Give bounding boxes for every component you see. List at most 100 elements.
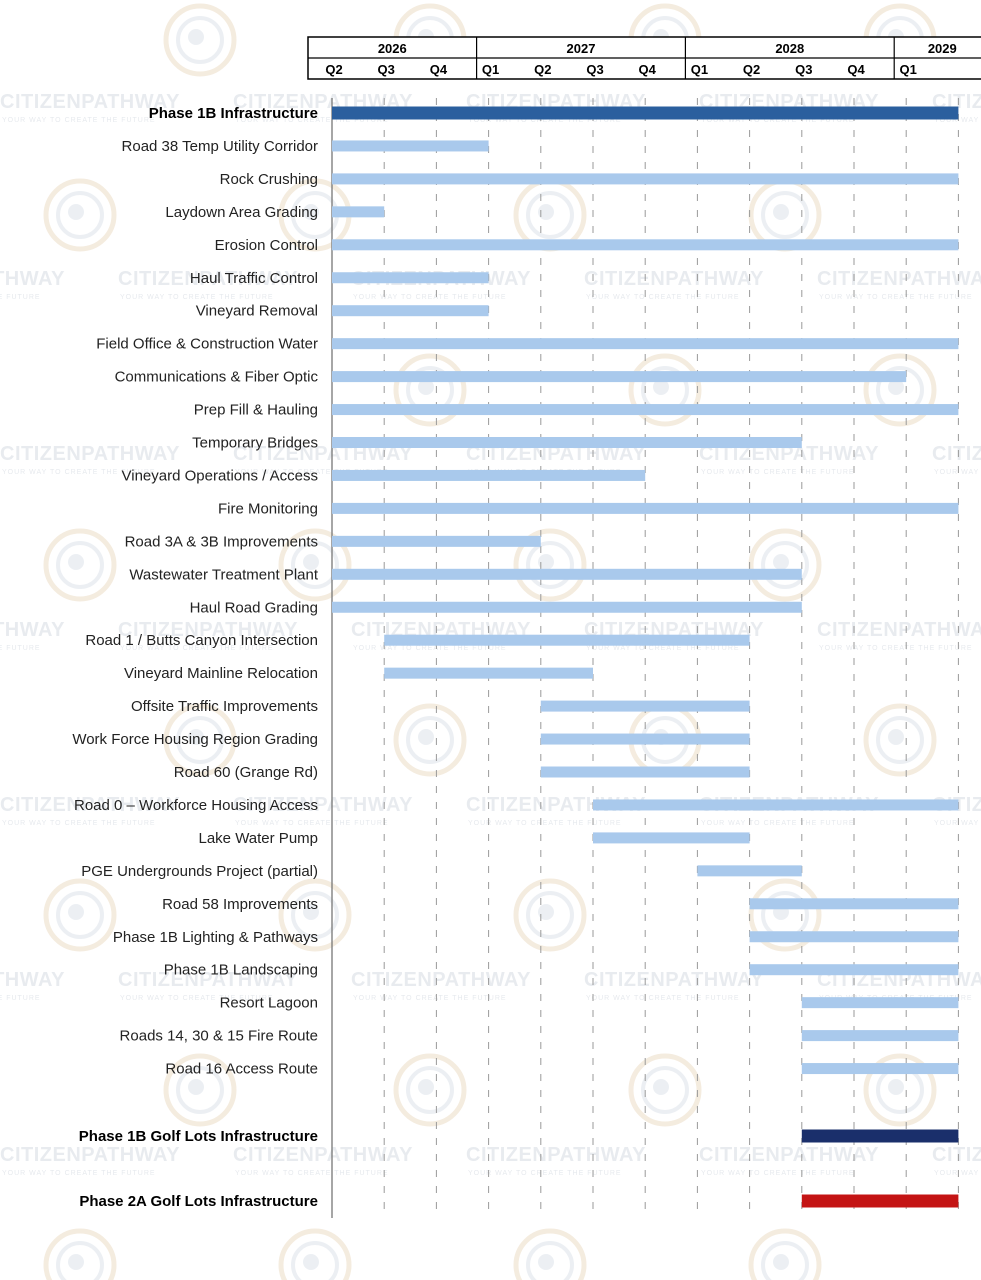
task-label: Prep Fill & Hauling xyxy=(194,402,318,419)
task-label: Road 3A & 3B Improvements xyxy=(125,533,318,550)
task-label: Phase 1B Infrastructure xyxy=(149,105,318,122)
task-label: Rock Crushing xyxy=(220,171,318,188)
year-label: 2026 xyxy=(378,41,407,56)
task-bar xyxy=(332,568,802,580)
watermark-brand: CITIZENPATHWAY xyxy=(118,619,298,641)
task-bar xyxy=(540,700,750,712)
watermark-logo-icon xyxy=(863,703,937,777)
quarter-label: Q2 xyxy=(534,62,551,77)
task-label: Roads 14, 30 & 15 Fire Route xyxy=(120,1028,318,1045)
task-bar xyxy=(332,469,646,481)
grid-layer xyxy=(331,98,959,1218)
watermark-tagline: YOUR WAY TO CREATE THE FUTURE xyxy=(934,1170,981,1177)
watermark-tagline: YOUR WAY TO CREATE THE FUTURE xyxy=(120,995,274,1002)
watermark-tagline: YOUR WAY TO CREATE THE FUTURE xyxy=(353,294,507,301)
watermark-brand: CITIZENPATHWAY xyxy=(817,268,981,290)
task-label: Field Office & Construction Water xyxy=(96,336,318,353)
watermark-logo-icon xyxy=(43,878,117,952)
watermark-tagline: YOUR WAY TO CREATE THE FUTURE xyxy=(468,820,622,827)
watermark-tagline: YOUR WAY TO CREATE THE FUTURE xyxy=(2,820,156,827)
task-label: Road 0 – Workforce Housing Access xyxy=(74,797,318,814)
watermark-brand: CITIZENPATHWAY xyxy=(118,969,298,991)
task-bar xyxy=(749,931,959,943)
quarter-label: Q2 xyxy=(743,62,760,77)
task-label: PGE Undergrounds Project (partial) xyxy=(81,863,318,880)
watermark-tagline: YOUR WAY TO CREATE THE FUTURE xyxy=(701,1170,855,1177)
task-bar xyxy=(332,239,959,251)
watermark-tagline: YOUR WAY TO CREATE THE FUTURE xyxy=(701,820,855,827)
watermark-tagline: YOUR WAY TO CREATE THE FUTURE xyxy=(353,645,507,652)
watermark-logo-icon xyxy=(628,353,702,427)
task-bar xyxy=(332,502,959,514)
watermark-tagline: YOUR WAY TO CREATE THE FUTURE xyxy=(701,117,855,124)
watermark-logo-icon xyxy=(628,1053,702,1127)
task-label: Lake Water Pump xyxy=(199,830,319,847)
watermark-tagline: YOUR WAY TO CREATE THE FUTURE xyxy=(0,294,41,301)
task-bar xyxy=(332,140,489,152)
watermark-tagline: YOUR WAY TO CREATE THE FUTURE xyxy=(0,995,41,1002)
watermark-tagline: YOUR WAY TO CREATE THE FUTURE xyxy=(468,1170,622,1177)
watermark-tagline: YOUR WAY TO CREATE THE FUTURE xyxy=(586,294,740,301)
task-bar xyxy=(801,1063,959,1075)
watermark-brand: CITIZENPATHWAY xyxy=(233,794,413,816)
task-label: Vineyard Removal xyxy=(196,303,318,320)
task-bar xyxy=(593,832,750,844)
watermark-brand: CITIZENPATHWAY xyxy=(584,969,764,991)
task-label: Haul Road Grading xyxy=(190,599,318,616)
task-bar xyxy=(801,1194,959,1208)
task-label: Road 16 Access Route xyxy=(165,1061,318,1078)
watermark-logo-icon xyxy=(393,1053,467,1127)
quarter-label: Q1 xyxy=(900,62,917,77)
watermark-logo-icon xyxy=(863,1053,937,1127)
watermark-logo-icon xyxy=(513,1228,587,1280)
task-label: Vineyard Mainline Relocation xyxy=(124,665,318,682)
watermark-logo-icon xyxy=(43,178,117,252)
watermark-logo-icon xyxy=(278,528,352,602)
watermark-tagline: YOUR WAY TO CREATE THE FUTURE xyxy=(353,995,507,1002)
task-label: Fire Monitoring xyxy=(218,500,318,517)
watermark-brand: CITIZENPATHWAY xyxy=(466,443,646,465)
watermark-brand: CITIZENPATHWAY xyxy=(0,969,65,991)
task-label: Communications & Fiber Optic xyxy=(115,369,319,386)
task-bar xyxy=(749,964,959,976)
watermark-brand: CITIZENPATHWAY xyxy=(233,1144,413,1166)
quarter-label: Q3 xyxy=(795,62,812,77)
task-bar xyxy=(384,667,593,679)
watermark-logo-icon xyxy=(163,703,237,777)
watermark-tagline: YOUR WAY TO CREATE THE FUTURE xyxy=(235,820,389,827)
watermark-brand: CITIZENPATHWAY xyxy=(118,268,298,290)
watermark-logo-icon xyxy=(513,528,587,602)
task-bar xyxy=(332,272,489,284)
task-bar xyxy=(593,799,959,811)
task-bar xyxy=(540,733,750,745)
watermark-brand: CITIZENPATHWAY xyxy=(932,443,981,465)
watermark-brand: CITIZENPATHWAY xyxy=(699,1144,879,1166)
task-bar xyxy=(332,106,959,120)
watermark-layer: CITIZENPATHWAY YOUR WAY TO CREATE THE FUT… xyxy=(0,3,981,1280)
task-label: Road 60 (Grange Rd) xyxy=(174,764,318,781)
watermark-tagline: YOUR WAY TO CREATE THE FUTURE xyxy=(2,469,156,476)
task-bar xyxy=(540,766,750,778)
watermark-brand: CITIZENPATHWAY xyxy=(584,268,764,290)
watermark-brand: CITIZENPATHWAY xyxy=(817,619,981,641)
watermark-tagline: YOUR WAY TO CREATE THE FUTURE xyxy=(819,645,973,652)
timeline-header: 2026 2027 2028 2029 Q2 Q3 Q4 Q1 Q2 Q3 Q4 Q1 Q2 Q3 Q4 Q1 xyxy=(307,36,981,80)
watermark-tagline: YOUR WAY TO CREATE THE FUTURE xyxy=(235,117,389,124)
watermark-tagline: YOUR WAY TO CREATE THE FUTURE xyxy=(0,645,41,652)
watermark-brand: CITIZENPATHWAY xyxy=(466,1144,646,1166)
task-label: Laydown Area Grading xyxy=(165,204,318,221)
quarter-label: Q3 xyxy=(378,62,395,77)
task-bar xyxy=(332,305,489,317)
watermark-logo-icon xyxy=(748,178,822,252)
task-bar xyxy=(801,997,959,1009)
watermark-tagline: YOUR WAY TO CREATE THE FUTURE xyxy=(2,117,156,124)
watermark-logo-icon xyxy=(513,178,587,252)
task-label: Haul Traffic Control xyxy=(190,270,318,287)
task-label: Erosion Control xyxy=(215,237,318,254)
quarter-label: Q4 xyxy=(639,62,657,77)
task-bar xyxy=(332,437,802,448)
task-label: Offsite Traffic Improvements xyxy=(131,698,318,715)
task-bar xyxy=(801,1030,959,1042)
quarter-label: Q1 xyxy=(482,62,499,77)
